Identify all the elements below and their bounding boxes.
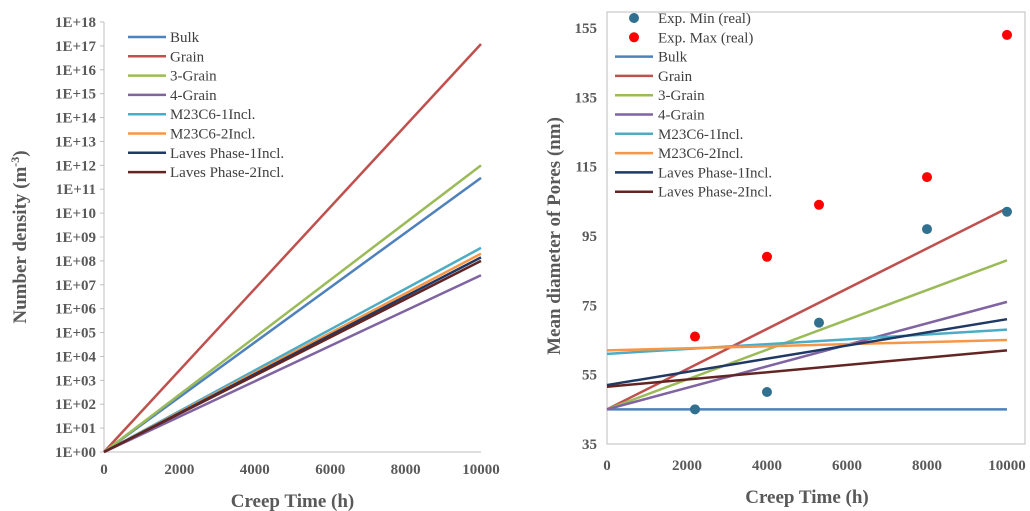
y-tick-label: 1E+07	[55, 278, 97, 294]
exp-min-point	[922, 224, 932, 235]
x-tick-label: 2000	[672, 458, 702, 474]
series-line-laves-phase-2incl-	[103, 259, 482, 454]
exp-max-point	[762, 251, 772, 262]
x-tick-label: 4000	[240, 462, 270, 478]
legend-label: 4-Grain	[170, 88, 217, 104]
legend-label: Grain	[170, 49, 205, 65]
series-line-grain	[606, 207, 1008, 411]
x-tick-label: 0	[603, 458, 611, 474]
legend-marker	[629, 13, 639, 23]
y-tick-label: 1E+04	[55, 349, 97, 365]
exp-max-point	[1002, 29, 1012, 40]
x-tick-label: 8000	[912, 458, 942, 474]
legend-label: M23C6-1Incl.	[658, 127, 743, 143]
x-tick-label: 4000	[752, 458, 782, 474]
series-line-laves-phase-2incl-	[606, 349, 1008, 389]
series-line-4-grain	[103, 274, 482, 454]
exp-min-point	[690, 404, 700, 415]
legend: Exp. Min (real) Exp. Max (real) Bulk Grain 3…	[615, 11, 772, 201]
legend-label: Laves Phase-1Incl.	[658, 165, 772, 181]
y-tick-label: 115	[575, 160, 597, 176]
legend-label: M23C6-2Incl.	[658, 146, 743, 162]
y-tick-label: 1E+08	[55, 254, 96, 270]
legend-label: Bulk	[170, 30, 200, 46]
y-tick-label: 1E+11	[56, 182, 96, 198]
exp-min-point	[762, 387, 772, 397]
y-tick-label: 1E+03	[55, 373, 96, 389]
legend-label: Bulk	[658, 50, 688, 66]
y-tick-label: 1E+05	[55, 326, 96, 342]
y-tick-label: 55	[582, 368, 597, 384]
y-axis-title-close: )	[10, 150, 31, 156]
legend-label: Exp. Min (real)	[658, 11, 751, 27]
x-tick-label: 6000	[315, 462, 345, 478]
y-axis-title: Number density (m-3)	[8, 150, 31, 323]
series-line-m23c6-2incl-	[606, 338, 1008, 352]
series-line-laves-phase-1incl-	[606, 317, 1008, 387]
series-line-4-grain	[606, 300, 1008, 411]
y-tick-label: 155	[575, 21, 598, 37]
y-tick-label: 1E+14	[55, 111, 97, 127]
y-tick-label: 1E+17	[55, 39, 97, 55]
y-tick-label: 1E+09	[55, 230, 96, 246]
legend-label: Laves Phase-1Incl.	[170, 146, 284, 162]
y-axis-title-text: Number density (m	[10, 167, 31, 324]
x-tick-label: 0	[100, 462, 108, 478]
legend-label: 3-Grain	[170, 69, 217, 85]
exp-max-point	[690, 331, 700, 342]
y-tick-label: 1E+13	[55, 134, 96, 150]
legend-label: M23C6-2Incl.	[170, 127, 255, 143]
legend-label: Grain	[658, 69, 693, 85]
plot-frame	[606, 11, 1026, 445]
x-tick-label: 2000	[164, 462, 194, 478]
exp-min-point	[814, 317, 824, 328]
y-tick-label: 75	[582, 298, 597, 314]
legend-label: 4-Grain	[658, 108, 705, 124]
x-axis-title: Creep Time (h)	[231, 491, 355, 511]
legend-label: M23C6-1Incl.	[170, 107, 255, 123]
x-axis-title: Creep Time (h)	[745, 487, 869, 508]
legend: Bulk Grain 3-Grain 4-Grain M23C6-1Incl. M23C6…	[128, 30, 284, 181]
legend-marker	[629, 32, 639, 43]
y-tick-label: 1E+06	[55, 302, 97, 318]
y-tick-label: 35	[582, 437, 597, 453]
number-density-chart: 1E+00 1E+01 1E+02 1E+03 1E+04 1E+05 1E+06 1E+07…	[8, 15, 500, 511]
series-line-3-grain	[606, 259, 1008, 411]
pore-diameter-chart: 35 55 75 95 115 135 155 0 2000 4000 6000 8000 10000 C…	[544, 11, 1026, 508]
series-line-bulk	[103, 176, 482, 454]
exp-max-point	[814, 199, 824, 210]
legend-label: 3-Grain	[658, 88, 705, 104]
series-line-grain	[103, 43, 482, 453]
y-tick-label: 135	[575, 90, 598, 106]
x-tick-label: 10000	[988, 458, 1026, 474]
x-tick-label: 6000	[832, 458, 862, 474]
y-axis-title: Mean diameter of Pores (nm)	[544, 117, 565, 355]
y-tick-label: 1E+02	[55, 397, 96, 413]
y-tick-label: 1E+16	[55, 63, 97, 79]
y-tick-label: 1E+10	[55, 206, 96, 222]
y-tick-label: 1E+12	[55, 158, 96, 174]
x-tick-label: 8000	[391, 462, 421, 478]
series-line-3-grain	[103, 164, 482, 453]
x-tick-label: 10000	[462, 462, 500, 478]
y-axis-title-superscript: -3	[8, 157, 22, 167]
y-tick-label: 1E+18	[55, 15, 96, 31]
y-tick-label: 1E+01	[55, 421, 96, 437]
exp-max-point	[922, 172, 932, 183]
legend-label: Exp. Max (real)	[658, 30, 753, 46]
exp-min-point	[1002, 206, 1012, 217]
legend-label: Laves Phase-2Incl.	[658, 185, 772, 201]
y-tick-label: 1E+00	[55, 445, 96, 461]
legend-label: Laves Phase-2Incl.	[170, 165, 284, 181]
y-tick-label: 1E+15	[55, 87, 96, 103]
y-tick-label: 95	[582, 229, 597, 245]
